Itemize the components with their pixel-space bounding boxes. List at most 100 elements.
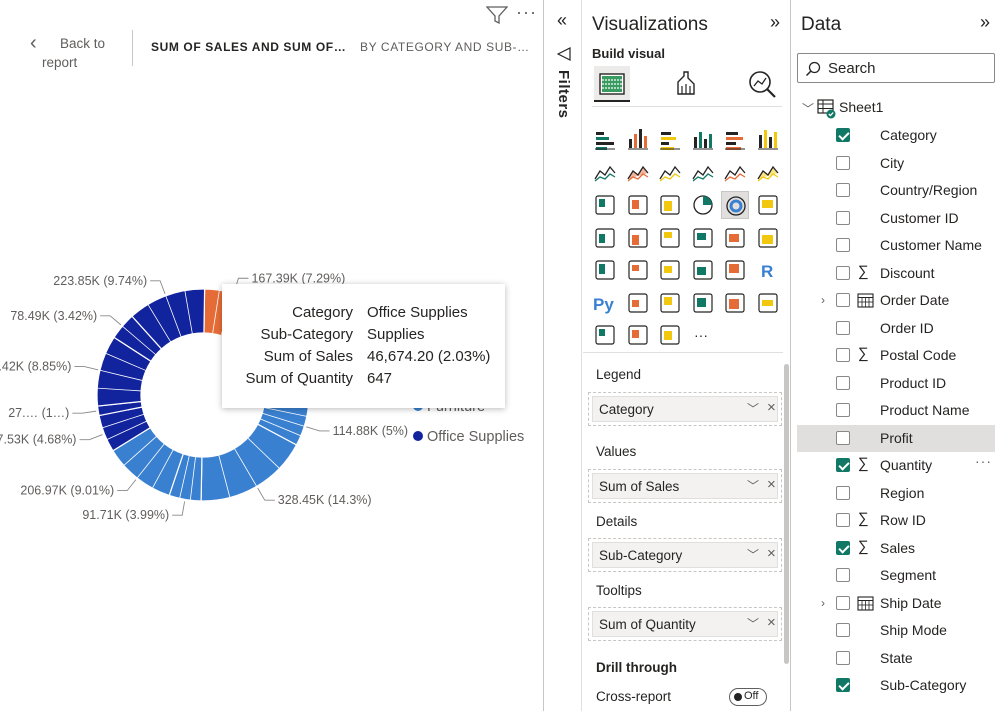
field-checkbox[interactable] [836, 348, 850, 362]
more-visuals-icon[interactable]: ··· [689, 321, 717, 349]
legend-label[interactable]: Office Supplies [427, 429, 524, 445]
100-stacked-column-chart-icon[interactable] [754, 126, 782, 154]
field-checkbox[interactable] [836, 183, 850, 197]
scatter-chart-icon[interactable] [656, 191, 684, 219]
field-row[interactable]: State [797, 645, 995, 672]
donut-chart[interactable]: 167.39K (7.29%)330.02K (14.37%)114.88K (… [0, 80, 544, 711]
details-well[interactable]: Sub-Category ﹀ × [588, 538, 782, 572]
field-row[interactable]: Order ID [797, 315, 995, 342]
r-visual-icon[interactable]: R [754, 256, 782, 284]
collapse-chevron-icon[interactable]: « [557, 10, 568, 30]
analytics-tab[interactable] [744, 66, 780, 102]
multi-row-card-icon[interactable] [591, 256, 619, 284]
field-checkbox[interactable] [836, 513, 850, 527]
field-checkbox[interactable] [836, 568, 850, 582]
field-row[interactable]: Region [797, 480, 995, 507]
field-checkbox[interactable] [836, 485, 850, 500]
expand-chevron-icon[interactable]: » [769, 12, 780, 32]
field-row[interactable]: Country/Region [797, 177, 995, 204]
ribbon-chart-icon[interactable] [754, 159, 782, 187]
field-chip[interactable]: Sum of Sales ﹀ × [592, 473, 778, 499]
field-row[interactable]: ∑ Sales [797, 535, 995, 562]
chevron-right-icon[interactable]: › [821, 595, 825, 610]
field-checkbox[interactable] [836, 375, 850, 390]
field-checkbox[interactable] [836, 293, 850, 307]
field-row[interactable]: › Ship Date [797, 590, 995, 617]
back-to-report-button[interactable]: ‹ Back to report [28, 33, 120, 74]
field-row[interactable]: Profit [797, 424, 995, 452]
azure-map-icon[interactable] [689, 224, 717, 252]
field-chip[interactable]: Category ﹀ × [592, 396, 778, 422]
more-options-icon[interactable]: ··· [975, 453, 992, 469]
waterfall-chart-icon[interactable] [591, 191, 619, 219]
map-icon[interactable] [591, 224, 619, 252]
filters-label[interactable]: Filters [555, 70, 572, 119]
search-input[interactable] [828, 57, 988, 79]
field-checkbox[interactable] [836, 458, 850, 472]
donut-slice[interactable] [131, 288, 206, 350]
line-chart-icon[interactable] [591, 159, 619, 187]
field-checkbox[interactable] [836, 430, 850, 445]
field-checkbox[interactable] [836, 320, 850, 335]
tooltips-well[interactable]: Sum of Quantity ﹀ × [588, 607, 782, 641]
card-icon[interactable] [754, 224, 782, 252]
treemap-icon[interactable] [754, 191, 782, 219]
field-checkbox[interactable] [836, 238, 850, 252]
paginated-report-icon[interactable] [754, 289, 782, 317]
field-checkbox[interactable] [836, 403, 850, 417]
field-checkbox[interactable] [836, 210, 850, 225]
chevron-right-icon[interactable]: › [821, 293, 825, 307]
smart-narrative-icon[interactable] [721, 289, 749, 317]
line-stacked-column-chart-icon[interactable] [721, 159, 749, 187]
remove-field-icon[interactable]: × [767, 614, 776, 631]
table-node-sheet1[interactable]: ﹀ Sheet1 [797, 94, 995, 121]
format-visual-tab[interactable] [668, 66, 704, 102]
legend-well[interactable]: Category ﹀ × [588, 392, 782, 426]
field-checkbox[interactable] [836, 678, 850, 692]
wells-scrollbar[interactable] [784, 364, 789, 664]
area-chart-icon[interactable] [624, 159, 652, 187]
field-checkbox[interactable] [836, 595, 850, 610]
get-more-visuals-icon[interactable] [656, 321, 684, 349]
field-checkbox[interactable] [836, 623, 850, 637]
field-checkbox[interactable] [836, 155, 850, 170]
cross-report-toggle[interactable]: Off [729, 688, 767, 706]
slicer-icon[interactable] [656, 256, 684, 284]
chevron-down-icon[interactable]: ﹀ [747, 402, 760, 416]
decomposition-tree-icon[interactable] [656, 289, 684, 317]
clustered-column-chart-icon[interactable] [689, 126, 717, 154]
donut-chart-icon[interactable] [721, 191, 749, 219]
remove-field-icon[interactable]: × [767, 545, 776, 562]
kpi-icon[interactable] [624, 256, 652, 284]
stacked-area-chart-icon[interactable] [656, 159, 684, 187]
line-clustered-column-chart-icon[interactable] [689, 159, 717, 187]
legend-marker[interactable] [413, 431, 423, 441]
field-row[interactable]: Product ID [797, 370, 995, 397]
remove-field-icon[interactable]: × [767, 476, 776, 493]
pie-chart-icon[interactable] [689, 191, 717, 219]
field-row[interactable]: ∑ Row ID [797, 507, 995, 534]
field-row[interactable]: City [797, 150, 995, 177]
stacked-bar-chart-icon[interactable] [591, 126, 619, 154]
field-checkbox[interactable] [836, 650, 850, 665]
table-icon[interactable] [689, 256, 717, 284]
field-row[interactable]: Ship Mode [797, 617, 995, 644]
clustered-bar-chart-icon[interactable] [656, 126, 684, 154]
gauge-icon[interactable] [721, 224, 749, 252]
100-stacked-bar-chart-icon[interactable] [721, 126, 749, 154]
field-row[interactable]: Customer Name [797, 232, 995, 259]
python-visual-icon[interactable]: Py [591, 289, 619, 317]
breadcrumb-drill-level[interactable]: BY CATEGORY AND SUB-… [360, 40, 530, 54]
expand-chevron-icon[interactable]: » [979, 12, 990, 32]
filter-icon[interactable] [486, 6, 508, 24]
field-chip[interactable]: Sum of Quantity ﹀ × [592, 611, 778, 637]
filters-pane-collapsed[interactable]: « Filters [545, 0, 582, 711]
qa-visual-icon[interactable] [689, 289, 717, 317]
field-row[interactable]: ∑ Discount [797, 260, 995, 287]
breadcrumb-visual-title[interactable]: SUM OF SALES AND SUM OF… [151, 40, 347, 54]
field-row[interactable]: Sub-Category [797, 672, 995, 699]
chevron-down-icon[interactable]: ﹀ [802, 102, 815, 116]
key-influencers-icon[interactable] [624, 289, 652, 317]
field-row[interactable]: Segment [797, 562, 995, 589]
stacked-column-chart-icon[interactable] [624, 126, 652, 154]
